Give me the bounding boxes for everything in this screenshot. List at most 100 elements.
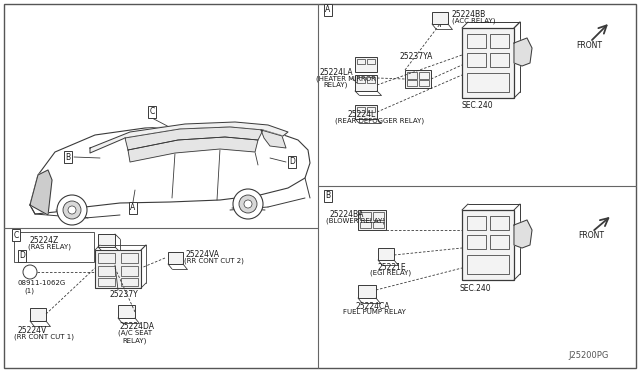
- Text: (RR CONT CUT 2): (RR CONT CUT 2): [184, 258, 244, 264]
- Text: 25221E: 25221E: [378, 263, 406, 272]
- Text: (RR CONT CUT 1): (RR CONT CUT 1): [14, 333, 74, 340]
- Bar: [118, 305, 135, 318]
- Bar: [407, 80, 417, 86]
- Text: (BLOWER RELAY): (BLOWER RELAY): [326, 218, 385, 224]
- Text: 25224BB: 25224BB: [452, 10, 486, 19]
- Bar: [98, 253, 115, 263]
- Text: A: A: [325, 6, 331, 15]
- Polygon shape: [30, 126, 310, 214]
- Text: 25237YA: 25237YA: [400, 52, 433, 61]
- Bar: [419, 72, 429, 79]
- Bar: [373, 222, 384, 228]
- Text: FRONT: FRONT: [578, 231, 604, 241]
- Text: 25224CA: 25224CA: [355, 302, 390, 311]
- Bar: [367, 107, 375, 112]
- Text: (REAR DEFOGGER RELAY): (REAR DEFOGGER RELAY): [335, 117, 424, 124]
- Bar: [121, 278, 138, 286]
- Bar: [355, 57, 377, 72]
- Bar: [357, 77, 365, 83]
- Bar: [373, 212, 384, 220]
- Text: (RAS RELAY): (RAS RELAY): [28, 244, 71, 250]
- Text: (EGI RELAY): (EGI RELAY): [370, 270, 411, 276]
- Text: C: C: [149, 108, 155, 116]
- Bar: [467, 73, 509, 92]
- Text: B: B: [65, 153, 70, 161]
- Bar: [432, 12, 448, 24]
- Bar: [467, 53, 486, 67]
- Circle shape: [244, 200, 252, 208]
- Text: 08911-1062G: 08911-1062G: [18, 280, 67, 286]
- Bar: [405, 70, 431, 88]
- Text: 25224BA: 25224BA: [330, 210, 364, 219]
- Bar: [367, 77, 375, 83]
- Text: C: C: [13, 231, 19, 240]
- Text: FRONT: FRONT: [576, 42, 602, 51]
- Text: (1): (1): [24, 288, 34, 295]
- Text: SEC.240: SEC.240: [460, 284, 492, 293]
- Bar: [358, 285, 376, 298]
- Text: 25224VA: 25224VA: [186, 250, 220, 259]
- Bar: [490, 216, 509, 230]
- Text: J25200PG: J25200PG: [568, 351, 609, 360]
- Bar: [360, 222, 371, 228]
- Circle shape: [239, 195, 257, 213]
- Text: RELAY): RELAY): [122, 338, 147, 344]
- Bar: [360, 212, 371, 220]
- Bar: [98, 234, 115, 247]
- Text: 25237Y: 25237Y: [110, 290, 139, 299]
- Polygon shape: [90, 122, 288, 153]
- Bar: [467, 216, 486, 230]
- Text: D: D: [19, 251, 25, 260]
- Circle shape: [233, 189, 263, 219]
- Text: D: D: [289, 157, 295, 167]
- Circle shape: [57, 195, 87, 225]
- Bar: [367, 59, 375, 64]
- Bar: [98, 266, 115, 276]
- Bar: [95, 250, 141, 288]
- Bar: [30, 308, 46, 321]
- Text: A: A: [131, 203, 136, 212]
- Bar: [355, 75, 377, 91]
- Polygon shape: [128, 137, 258, 162]
- Bar: [98, 278, 115, 286]
- Bar: [121, 266, 138, 276]
- Text: N: N: [27, 267, 33, 276]
- Text: B: B: [325, 192, 331, 201]
- Circle shape: [68, 206, 76, 214]
- Bar: [419, 80, 429, 86]
- Bar: [467, 235, 486, 249]
- Bar: [357, 107, 365, 112]
- Polygon shape: [514, 38, 532, 66]
- Bar: [168, 252, 183, 264]
- Bar: [490, 34, 509, 48]
- Text: 25224V: 25224V: [18, 326, 47, 335]
- Text: 25224DA: 25224DA: [120, 322, 155, 331]
- Text: (ACC RELAY): (ACC RELAY): [452, 17, 495, 23]
- Bar: [121, 253, 138, 263]
- Polygon shape: [125, 127, 263, 150]
- Text: 25224Z: 25224Z: [30, 236, 60, 245]
- Polygon shape: [514, 220, 532, 248]
- Polygon shape: [30, 170, 52, 215]
- Bar: [462, 28, 514, 98]
- Text: (HEATER MIRROR: (HEATER MIRROR: [316, 75, 376, 81]
- Bar: [358, 210, 386, 230]
- Bar: [490, 235, 509, 249]
- Bar: [467, 34, 486, 48]
- Text: (A/C SEAT: (A/C SEAT: [118, 330, 152, 337]
- Circle shape: [23, 265, 37, 279]
- Text: FUEL PUMP RELAY: FUEL PUMP RELAY: [343, 309, 406, 315]
- Text: 25224L: 25224L: [348, 110, 376, 119]
- Bar: [355, 105, 377, 119]
- Text: RELAY): RELAY): [323, 82, 348, 89]
- Polygon shape: [261, 130, 286, 148]
- Bar: [14, 232, 94, 262]
- Bar: [490, 53, 509, 67]
- Text: SEC.240: SEC.240: [462, 101, 493, 110]
- Bar: [467, 255, 509, 274]
- Bar: [378, 248, 394, 260]
- Bar: [407, 72, 417, 79]
- Text: 25224LA: 25224LA: [320, 68, 354, 77]
- Bar: [462, 210, 514, 280]
- Circle shape: [63, 201, 81, 219]
